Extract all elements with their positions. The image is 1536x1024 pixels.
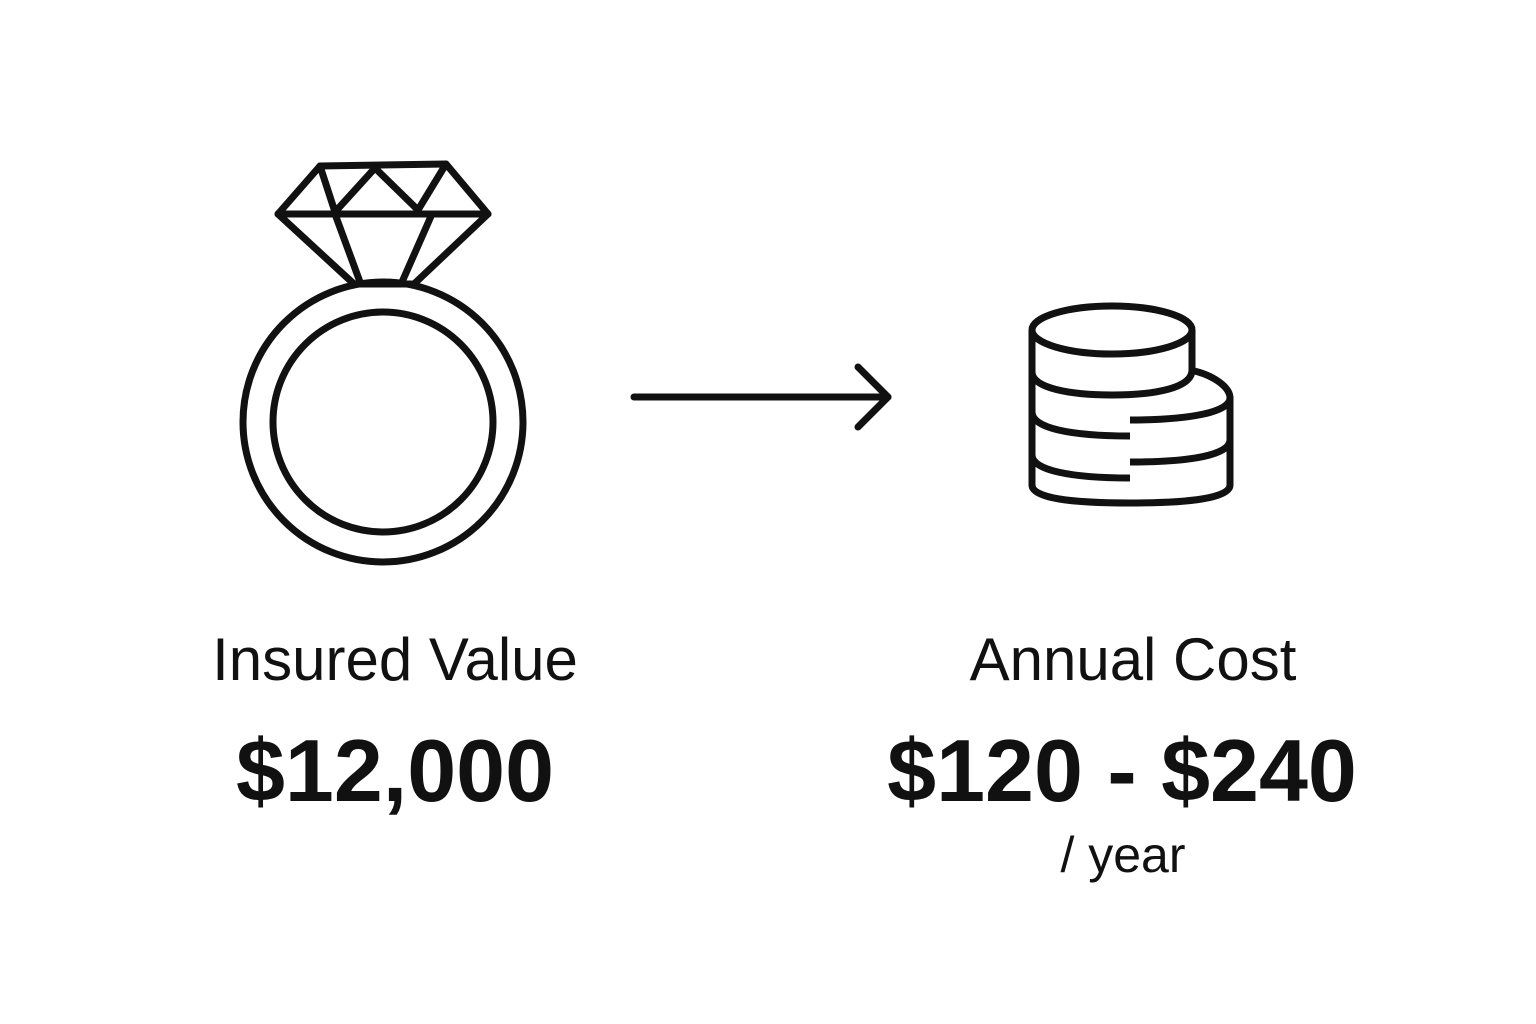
annual-cost-label: Annual Cost (969, 626, 1297, 693)
insured-value-label: Insured Value (212, 626, 578, 693)
annual-cost-unit: / year (1060, 827, 1186, 883)
annual-cost-amount: $120 - $240 (887, 721, 1357, 820)
insured-value-amount: $12,000 (235, 721, 555, 820)
